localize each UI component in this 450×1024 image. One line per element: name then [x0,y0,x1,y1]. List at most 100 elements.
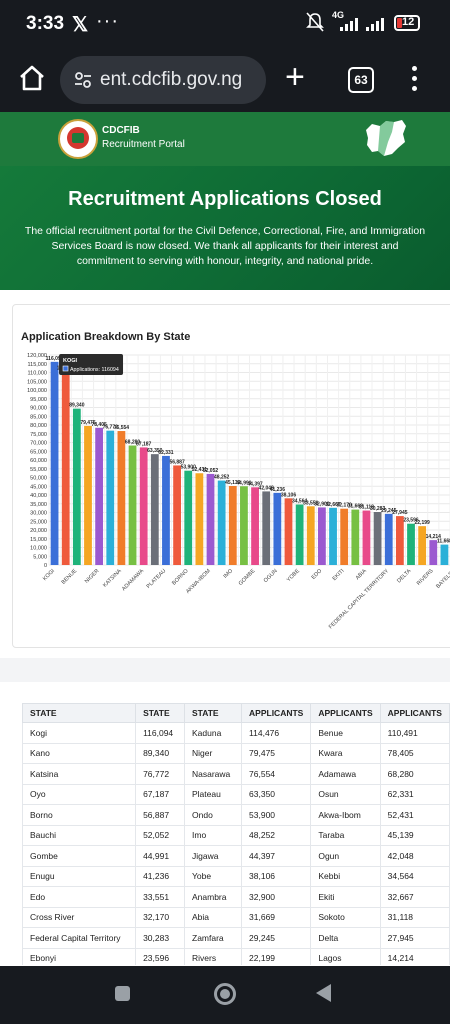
table-row: Enugu 41,236 Yobe 38,106 Kebbi 34,564 [22,865,450,887]
bar-bayelsa[interactable] [440,544,449,565]
bar-anambra[interactable] [318,507,326,565]
bar-gombe[interactable] [240,486,248,565]
x-tick-label: DELTA [396,568,412,584]
bar-enugu[interactable] [273,492,282,565]
bar-jigawa[interactable] [251,487,259,565]
table-row: Borno 56,887 Ondo 53,900 Akwa-Ibom 52,431 [22,804,450,826]
bar-kano[interactable] [72,408,81,565]
bar-ogun[interactable] [262,491,271,565]
bar-cross-river[interactable] [340,508,349,565]
bar-kwara[interactable] [95,427,104,565]
cdcfib-logo[interactable] [58,119,98,159]
bar-osun[interactable] [162,455,170,565]
home-icon[interactable] [18,64,46,92]
bar-kebbi[interactable] [295,504,304,565]
table-row: Oyo 67,187 Plateau 63,350 Osun 62,331 [22,783,450,805]
bar-sokoto[interactable] [362,510,371,565]
mute-icon [306,12,324,32]
x-tick-label: ABIA [355,568,368,581]
bar-imo[interactable] [217,480,226,565]
state-cell: Ekiti [310,886,381,908]
bar-federal-capital-territory[interactable] [373,512,382,565]
applicants-table-container[interactable]: STATE STATE STATE APPLICANTS APPLICANTS … [22,703,450,965]
url-text[interactable]: ent.cdcfib.gov.ng [100,69,243,90]
signal-icon-2 [366,18,384,31]
x-tick-label: NIGER [84,568,101,585]
state-cell: Ebonyi [22,947,137,965]
applicants-cell: 52,052 [135,824,185,846]
banner-title: Recruitment Applications Closed [68,188,382,210]
closed-banner: Recruitment Applications Closed The offi… [0,166,450,290]
bar-ebonyi[interactable] [407,523,415,565]
bar-abia[interactable] [351,509,360,565]
tab-switcher-button[interactable]: 63 [348,67,374,93]
browser-menu-icon[interactable] [412,66,418,92]
applicants-cell: 116,094 [135,722,185,744]
state-applications-bar-chart[interactable]: 0 5,000 10,000 15,000 20,000 25,000 30,000 35,0… [13,351,450,647]
bar-bauchi[interactable] [206,473,215,565]
recents-button[interactable] [115,986,130,1001]
table-row: Bauchi 52,052 Imo 48,252 Taraba 45,139 [22,824,450,846]
bar-kogi[interactable] [50,361,59,565]
state-cell: Oyo [22,783,137,805]
x-tick-label: ADAMAWA [121,568,145,592]
bar-value-label: 11,668 [437,539,450,545]
state-cell: Niger [183,742,243,764]
new-tab-button[interactable]: + [285,58,305,96]
x-tick-label: KATSINA [102,568,123,589]
applicants-cell: 79,475 [241,742,312,764]
bar-lagos[interactable] [429,540,438,565]
home-button[interactable] [214,983,236,1005]
battery-level: 12 [402,16,415,28]
bar-niger[interactable] [84,425,92,565]
state-cell: Rivers [183,947,243,965]
bar-borno[interactable] [173,465,181,565]
bar-value-label: 63,350 [147,448,163,454]
bar-taraba[interactable] [228,486,237,565]
bar-value-label: 68,280 [125,440,141,446]
col-state-2: STATE [135,703,185,723]
table-row: Kano 89,340 Niger 79,475 Kwara 78,405 [22,742,450,764]
bar-katsina[interactable] [106,430,115,565]
bar-ondo[interactable] [184,470,193,565]
bar-adamawa[interactable] [128,445,137,565]
bar-rivers[interactable] [418,526,427,565]
state-cell: Zamfara [183,927,243,949]
bar-delta[interactable] [395,516,404,565]
applicants-cell: 34,564 [379,865,450,887]
site-name: CDCFIB [102,125,140,136]
site-settings-icon[interactable] [74,71,92,89]
table-row: Kogi 116,094 Kaduna 114,476 Benue 110,491 [22,722,450,744]
applicants-cell: 32,900 [241,886,312,908]
state-cell: Taraba [310,824,381,846]
state-cell: Delta [310,927,381,949]
y-tick-label: 110,000 [28,371,47,377]
bar-benue[interactable] [61,371,70,565]
site-header: CDCFIB Recruitment Portal [0,112,450,166]
y-tick-label: 0 [44,563,47,569]
state-cell: Benue [310,722,381,744]
col-state-1: STATE [22,703,137,723]
applicants-cell: 44,991 [135,845,185,867]
state-cell: Lagos [310,947,381,965]
bar-oyo[interactable] [139,447,148,565]
table-row: Edo 33,551 Anambra 32,900 Ekiti 32,667 [22,886,450,908]
applicants-cell: 27,945 [379,927,450,949]
bar-value-label: 89,340 [69,403,85,409]
applicants-cell: 14,214 [379,947,450,965]
bar-yobe[interactable] [284,498,293,565]
y-tick-label: 100,000 [27,388,47,394]
bar-plateau[interactable] [150,454,159,565]
bar-ekiti[interactable] [329,507,337,565]
state-cell: Osun [310,783,381,805]
bar-zamfara[interactable] [384,513,393,565]
bar-nasarawa[interactable] [117,431,126,565]
address-bar[interactable]: ent.cdcfib.gov.ng [60,56,266,104]
bar-akwa-ibom[interactable] [195,473,204,565]
bar-edo[interactable] [306,506,315,565]
table-row: Gombe 44,991 Jigawa 44,397 Ogun 42,048 [22,845,450,867]
y-tick-label: 35,000 [30,502,47,508]
col-applicants-1: APPLICANTS [241,703,312,723]
battery-icon: 12 [394,15,420,31]
back-button[interactable] [316,984,331,1002]
